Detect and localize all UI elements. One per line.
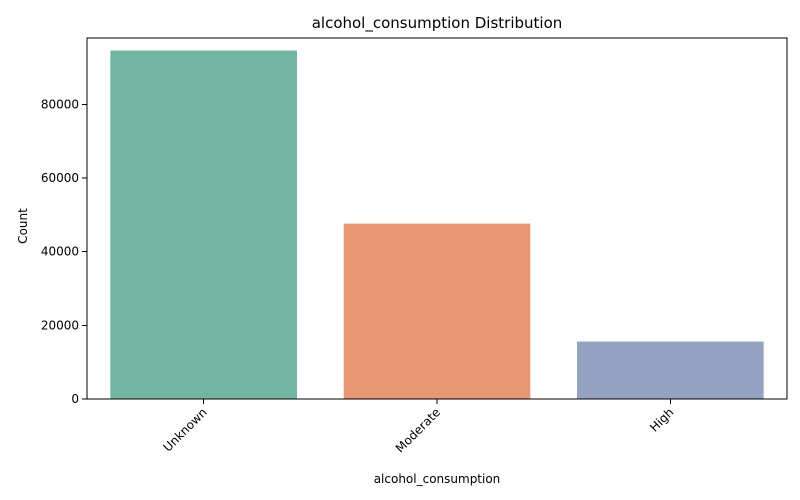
y-tick-label: 0 <box>71 392 79 406</box>
x-tick-label: High <box>647 405 676 434</box>
plot-area: 0 20000 40000 60000 80000 Unknown Moderate High <box>41 37 788 455</box>
bar-high <box>577 341 764 399</box>
bar-unknown <box>110 50 297 400</box>
y-tick-label: 60000 <box>41 171 79 185</box>
y-tick-label: 20000 <box>41 318 79 332</box>
y-tick-label: 40000 <box>41 245 79 259</box>
x-tick-label: Unknown <box>160 405 209 454</box>
x-tick-label: Moderate <box>393 405 443 455</box>
chart-title: alcohol_consumption Distribution <box>312 14 563 33</box>
y-tick-label: 80000 <box>41 97 79 111</box>
bar-moderate <box>343 223 531 399</box>
y-axis-label: Count <box>16 208 30 244</box>
x-axis-label: alcohol_consumption <box>374 472 501 486</box>
